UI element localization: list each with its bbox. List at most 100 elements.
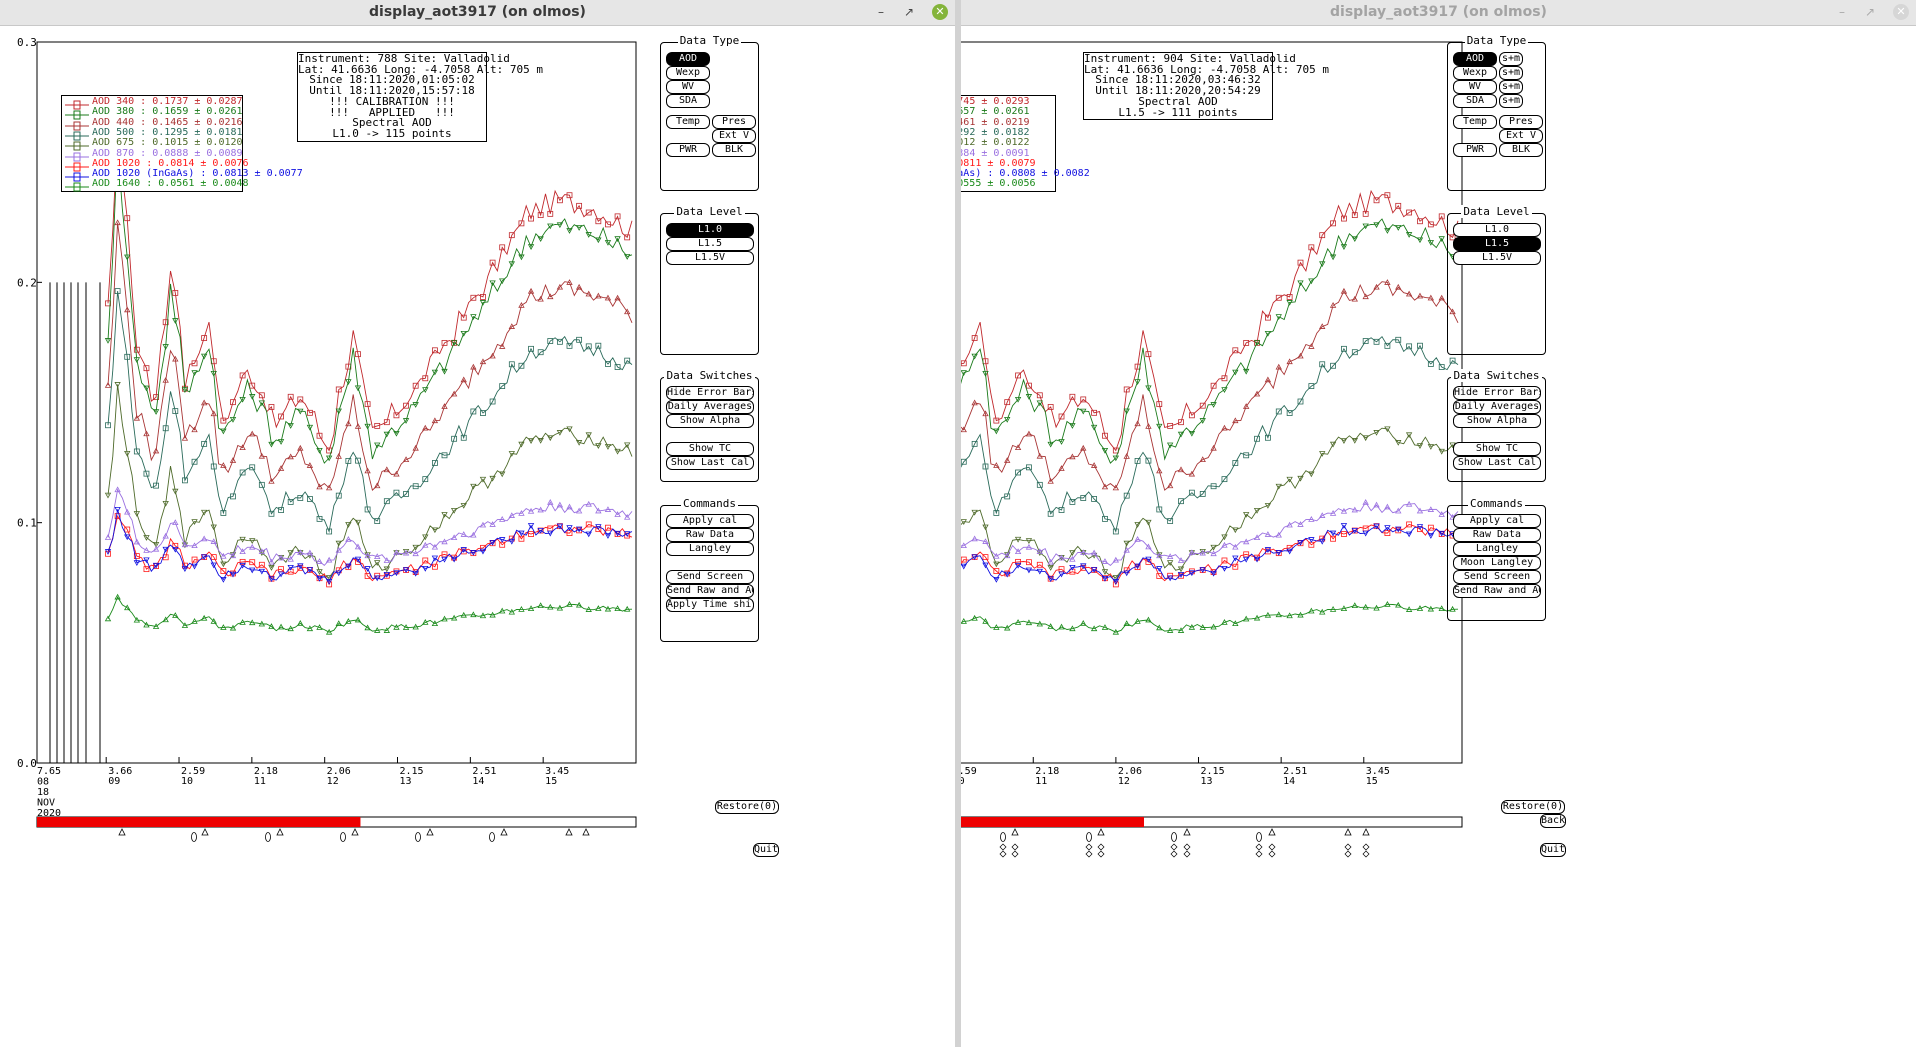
- legend-entry: AOD 1020 : 0.0811 ± 0.0079: [961, 157, 1036, 170]
- series-marker: [499, 278, 506, 285]
- command-button[interactable]: Raw Data: [1453, 528, 1541, 542]
- quit-button[interactable]: Quit: [753, 843, 779, 857]
- data-type-sda-button[interactable]: SDA: [1453, 94, 1497, 108]
- switch-button[interactable]: Show TC: [666, 442, 754, 456]
- series-marker: [971, 399, 978, 406]
- command-button[interactable]: Langley: [666, 542, 754, 556]
- pres-button[interactable]: Pres: [712, 115, 756, 129]
- series-marker: [441, 339, 448, 346]
- series-marker: [201, 335, 208, 341]
- quit-button[interactable]: Quit: [1540, 843, 1566, 857]
- switch-button[interactable]: Daily Averages: [1453, 400, 1541, 414]
- time-marker: [276, 828, 284, 836]
- close-icon[interactable]: ✕: [1893, 4, 1909, 20]
- series-marker: [605, 524, 611, 531]
- series-marker: [537, 438, 544, 444]
- series-marker: [1438, 364, 1445, 370]
- x-tick-day: 09: [108, 776, 120, 787]
- command-button[interactable]: Apply cal: [666, 514, 754, 528]
- series-marker: [1102, 515, 1108, 522]
- series-marker: [499, 244, 506, 251]
- switch-button[interactable]: Show Last Cal: [666, 456, 754, 470]
- series-marker: [1351, 349, 1358, 356]
- series-marker: [393, 570, 400, 577]
- maximize-icon[interactable]: ↗: [1864, 5, 1876, 19]
- data-type-aod-button[interactable]: AOD: [666, 52, 710, 66]
- switch-button[interactable]: Show Last Cal: [1453, 456, 1541, 470]
- minimize-icon[interactable]: –: [878, 5, 884, 19]
- series-marker: [624, 531, 631, 537]
- series-marker: [1264, 531, 1272, 537]
- level-l1-5-button[interactable]: L1.5: [666, 237, 754, 251]
- series-marker: [1134, 458, 1141, 464]
- data-type-wv-button[interactable]: WV: [666, 80, 710, 94]
- series-marker: [1199, 624, 1206, 630]
- switch-button[interactable]: Hide Error Bars: [1453, 386, 1541, 400]
- close-icon[interactable]: ✕: [932, 4, 948, 20]
- command-button[interactable]: Send Screen: [1453, 570, 1541, 584]
- series-marker: [268, 441, 275, 448]
- x-tick-day: 15: [1366, 776, 1378, 787]
- minimize-icon[interactable]: –: [1839, 5, 1845, 19]
- level-l1-5-button[interactable]: L1.5: [1453, 237, 1541, 251]
- switch-button[interactable]: Show TC: [1453, 442, 1541, 456]
- aod-plot[interactable]: 0.30.20.10.03.66092.59102.18112.06122.15…: [961, 0, 1916, 1047]
- legend-entry: AOD 500 : 0.1292 ± 0.0182: [961, 126, 1030, 139]
- series-marker: [537, 349, 544, 356]
- command-button[interactable]: Send Raw and AOD: [1453, 584, 1541, 598]
- switch-button[interactable]: Show Alpha: [666, 414, 754, 428]
- restore-button[interactable]: Restore(0): [715, 800, 779, 814]
- ext-v-button[interactable]: Ext V: [1499, 129, 1543, 143]
- command-button[interactable]: Moon Langley: [1453, 556, 1541, 570]
- temp-button[interactable]: Temp: [1453, 115, 1497, 129]
- left-titlebar[interactable]: display_aot3917 (on olmos) – ↗ ✕: [0, 0, 955, 26]
- series-marker: [1427, 221, 1434, 228]
- series-marker: [143, 365, 150, 372]
- pwr-button[interactable]: PWR: [666, 143, 710, 157]
- series-marker: [1362, 223, 1369, 230]
- command-button[interactable]: Send Raw and AOD: [666, 584, 754, 598]
- ext-v-button[interactable]: Ext V: [712, 129, 756, 143]
- sum-button[interactable]: s+m: [1499, 52, 1523, 66]
- legend-value: : 0.0888 ± 0.0089: [140, 147, 243, 159]
- temp-button[interactable]: Temp: [666, 115, 710, 129]
- series-marker: [1199, 418, 1206, 424]
- data-type-aod-button[interactable]: AOD: [1453, 52, 1497, 66]
- blk-button[interactable]: BLK: [1499, 143, 1543, 157]
- blk-button[interactable]: BLK: [712, 143, 756, 157]
- data-type-wv-button[interactable]: WV: [1453, 80, 1497, 94]
- maximize-icon[interactable]: ↗: [903, 5, 915, 19]
- switch-button[interactable]: Show Alpha: [1453, 414, 1541, 428]
- series-marker: [1004, 552, 1011, 559]
- data-type-wexp-button[interactable]: Wexp: [666, 66, 710, 80]
- sum-button[interactable]: s+m: [1499, 66, 1523, 80]
- series-marker: [1047, 576, 1054, 583]
- data-type-wexp-button[interactable]: Wexp: [1453, 66, 1497, 80]
- switch-button[interactable]: Hide Error Bars: [666, 386, 754, 400]
- level-l1-5v-button[interactable]: L1.5V: [1453, 251, 1541, 265]
- right-titlebar[interactable]: display_aot3917 (on olmos) – ↗ ✕: [961, 0, 1916, 26]
- series-marker: [1427, 605, 1435, 612]
- sum-button[interactable]: s+m: [1499, 80, 1523, 94]
- level-l1-0-button[interactable]: L1.0: [1453, 223, 1541, 237]
- series-marker: [1405, 232, 1413, 238]
- pres-button[interactable]: Pres: [1499, 115, 1543, 129]
- series-marker: [1297, 280, 1304, 287]
- level-l1-5v-button[interactable]: L1.5V: [666, 251, 754, 265]
- command-button[interactable]: Langley: [1453, 542, 1541, 556]
- data-type-sda-button[interactable]: SDA: [666, 94, 710, 108]
- sum-button[interactable]: s+m: [1499, 94, 1523, 108]
- restore-button[interactable]: Restore(0): [1501, 800, 1565, 814]
- series-marker: [1438, 213, 1445, 220]
- command-button[interactable]: Apply cal: [1453, 514, 1541, 528]
- series-marker: [489, 521, 496, 527]
- pwr-button[interactable]: PWR: [1453, 143, 1497, 157]
- command-button[interactable]: Apply Time shift: [666, 598, 754, 612]
- series-marker: [191, 426, 198, 433]
- command-button[interactable]: Send Screen: [666, 570, 754, 584]
- level-l1-0-button[interactable]: L1.0: [666, 223, 754, 237]
- switch-button[interactable]: Daily Averages: [666, 400, 754, 414]
- back-button[interactable]: Back: [1540, 814, 1566, 828]
- command-button[interactable]: Raw Data: [666, 528, 754, 542]
- series-marker: [993, 568, 1000, 574]
